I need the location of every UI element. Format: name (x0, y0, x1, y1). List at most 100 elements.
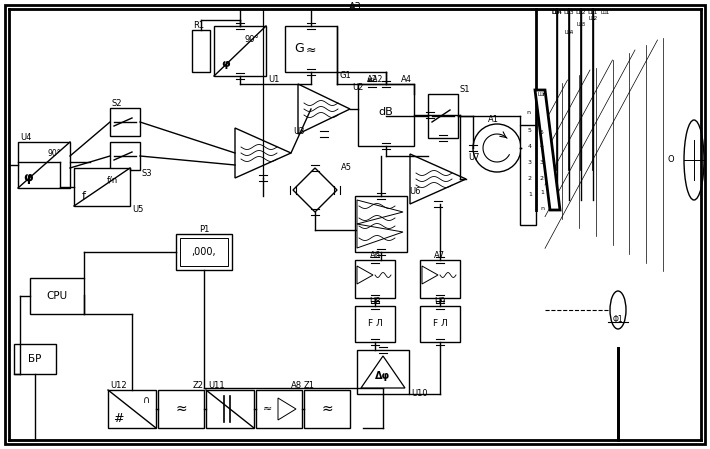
Bar (256, 390, 302, 428)
Text: A5: A5 (341, 163, 352, 172)
Polygon shape (545, 30, 680, 280)
Text: 3: 3 (528, 160, 532, 166)
Polygon shape (298, 84, 350, 134)
Polygon shape (357, 224, 403, 248)
Text: S1: S1 (460, 85, 471, 94)
Text: 4: 4 (528, 145, 532, 150)
Text: Ш4: Ш4 (552, 9, 562, 14)
Text: Ш3: Ш3 (577, 22, 586, 26)
Polygon shape (535, 90, 560, 210)
Bar (285, 26, 337, 72)
Text: S3: S3 (142, 170, 153, 179)
Text: S2: S2 (112, 100, 123, 109)
Text: n: n (540, 206, 544, 211)
Circle shape (473, 124, 521, 172)
Text: n: n (526, 110, 530, 115)
Text: Φ1: Φ1 (613, 316, 623, 325)
Text: 90°: 90° (47, 150, 61, 158)
Text: F Л: F Л (368, 320, 383, 329)
Text: Ш3: Ш3 (564, 9, 574, 14)
Text: A1: A1 (488, 115, 498, 124)
Polygon shape (410, 154, 466, 204)
Bar (520, 125, 536, 225)
Text: Z2: Z2 (193, 382, 204, 391)
Text: f/n: f/n (106, 176, 118, 185)
Text: U12: U12 (110, 382, 126, 391)
Bar (18, 142, 70, 188)
Polygon shape (235, 128, 291, 178)
Text: Z1: Z1 (304, 382, 315, 391)
Text: U9: U9 (435, 298, 446, 307)
Text: Ш1: Ш1 (601, 10, 610, 16)
Text: CPU: CPU (46, 291, 67, 301)
Bar (74, 168, 130, 206)
Text: ≈: ≈ (175, 402, 187, 416)
Text: Ш2: Ш2 (576, 9, 586, 14)
Text: U2: U2 (352, 84, 364, 92)
Polygon shape (357, 266, 373, 284)
Bar (428, 94, 458, 138)
Text: БР: БР (28, 354, 42, 364)
Text: ≠A2: ≠A2 (366, 75, 382, 84)
Bar (420, 260, 460, 298)
Bar (180, 238, 228, 266)
Text: 5: 5 (528, 128, 532, 132)
Text: U5: U5 (132, 206, 143, 215)
Polygon shape (361, 356, 405, 388)
Text: P1: P1 (199, 225, 209, 234)
Polygon shape (293, 168, 337, 212)
Text: 3: 3 (540, 160, 544, 166)
Bar (355, 196, 407, 252)
Text: G1: G1 (339, 71, 351, 80)
Text: Ш2: Ш2 (589, 16, 598, 21)
Bar (206, 390, 254, 428)
Ellipse shape (684, 120, 704, 200)
Text: A8: A8 (291, 382, 302, 391)
Bar (214, 26, 266, 76)
Text: A3: A3 (349, 2, 361, 12)
Text: U7: U7 (468, 154, 479, 163)
Text: φ: φ (23, 172, 33, 185)
Text: A6: A6 (369, 251, 381, 260)
Polygon shape (278, 398, 296, 420)
Text: 1: 1 (540, 190, 544, 195)
Text: ,000,: ,000, (192, 247, 217, 257)
Text: ≈: ≈ (306, 44, 316, 57)
Text: 4: 4 (540, 145, 544, 150)
Text: Ш4: Ш4 (564, 30, 574, 35)
Bar (358, 84, 414, 146)
Bar (110, 108, 140, 136)
Text: R1: R1 (193, 22, 204, 31)
Polygon shape (422, 266, 438, 284)
Ellipse shape (610, 291, 626, 329)
Text: U8: U8 (369, 298, 381, 307)
Bar (30, 278, 84, 314)
Text: A7: A7 (435, 251, 446, 260)
Text: U10: U10 (411, 389, 427, 399)
Text: A4: A4 (401, 75, 412, 84)
Text: f: f (82, 191, 86, 201)
Text: 2: 2 (528, 176, 532, 180)
Text: ∩: ∩ (143, 395, 150, 405)
Text: Ш1: Ш1 (588, 9, 599, 14)
Bar (110, 142, 140, 170)
Text: U3: U3 (293, 128, 305, 136)
Text: Шn: Шn (552, 9, 562, 14)
Text: #: # (113, 411, 124, 424)
Text: A2: A2 (366, 75, 378, 84)
Text: 1: 1 (528, 192, 532, 197)
Text: U1: U1 (268, 75, 279, 84)
Text: U11: U11 (208, 382, 224, 391)
Text: 2: 2 (540, 176, 544, 180)
Text: F Л: F Л (432, 320, 447, 329)
Text: dB: dB (378, 107, 393, 117)
Bar (176, 234, 232, 270)
Text: O: O (667, 155, 674, 164)
Bar (420, 306, 460, 342)
Bar (355, 260, 395, 298)
Bar (304, 390, 350, 428)
Text: 90°: 90° (245, 35, 259, 44)
Bar (192, 30, 210, 72)
Text: ≈: ≈ (263, 404, 273, 414)
Bar (355, 306, 395, 342)
